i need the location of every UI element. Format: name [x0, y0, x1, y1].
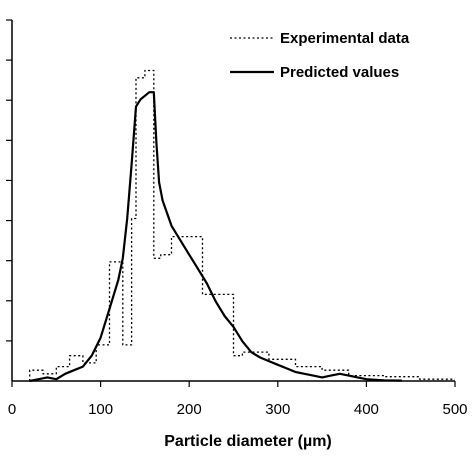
x-axis-ticks: 0 100 200 300 400 500	[8, 381, 468, 418]
legend-label-experimental: Experimental data	[280, 30, 410, 47]
x-tick-label: 100	[88, 401, 113, 418]
x-tick-label: 500	[442, 401, 467, 418]
series-group	[29, 69, 455, 383]
x-axis-title: Particle diameter (µm)	[164, 433, 332, 450]
legend-label-predicted: Predicted values	[280, 64, 399, 81]
plot-area: 0 100 200 300 400 500	[6, 19, 468, 418]
x-tick-label: 0	[8, 401, 16, 418]
series-experimental-line	[29, 69, 455, 381]
legend: Experimental data Predicted values	[230, 30, 410, 81]
x-tick-label: 400	[354, 401, 379, 418]
series-predicted-line	[29, 91, 402, 383]
x-tick-label: 300	[265, 401, 290, 418]
y-axis-ticks	[6, 19, 12, 342]
x-tick-label: 200	[177, 401, 202, 418]
